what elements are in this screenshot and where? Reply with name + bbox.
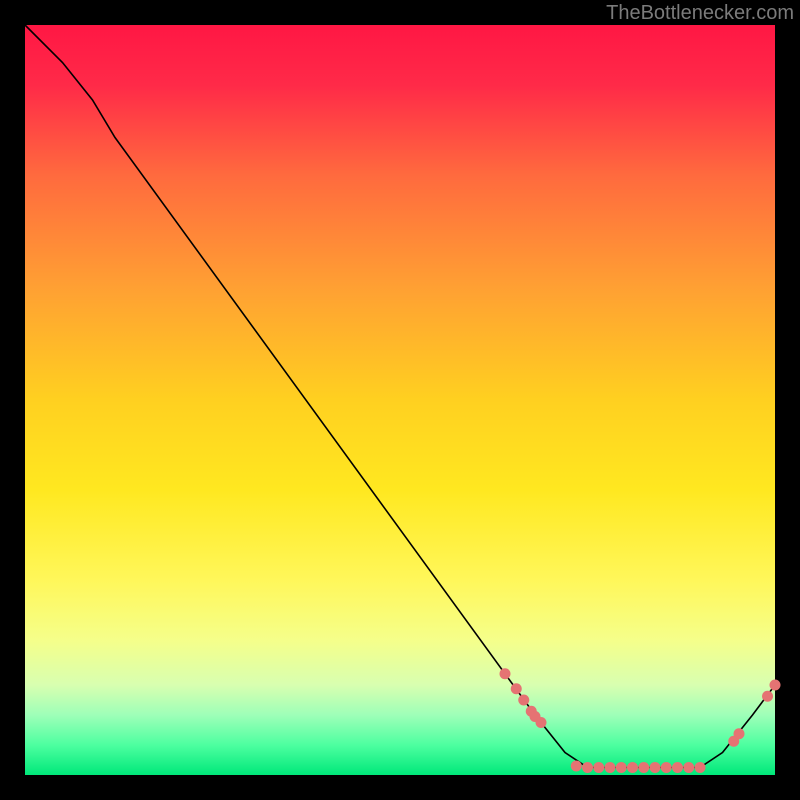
data-marker [770,680,781,691]
data-marker [650,762,661,773]
data-marker [683,762,694,773]
data-marker [582,762,593,773]
plot-background [25,25,775,775]
data-marker [536,717,547,728]
data-marker [616,762,627,773]
data-marker [627,762,638,773]
data-marker [500,668,511,679]
data-marker [661,762,672,773]
bottleneck-curve-chart [0,0,800,800]
data-marker [605,762,616,773]
data-marker [571,761,582,772]
data-marker [672,762,683,773]
data-marker [593,762,604,773]
data-marker [511,683,522,694]
data-marker [695,762,706,773]
data-marker [638,762,649,773]
data-marker [518,695,529,706]
data-marker [734,728,745,739]
data-marker [762,691,773,702]
chart-canvas: TheBottlenecker.com [0,0,800,800]
watermark-label: TheBottlenecker.com [606,2,794,25]
